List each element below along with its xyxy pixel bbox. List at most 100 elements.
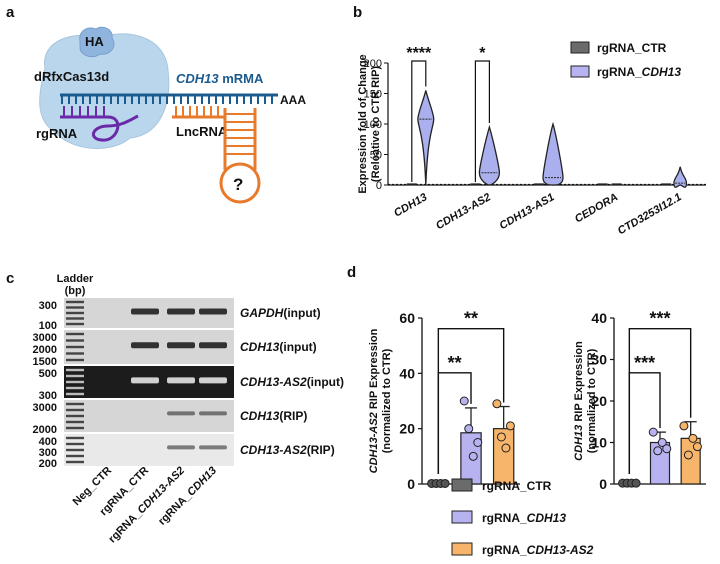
y-tick-label: 50	[370, 150, 382, 162]
gel-lane-label: rgRNA_CDH13	[156, 465, 219, 528]
sample-band	[199, 342, 227, 349]
data-point	[492, 399, 502, 409]
y-tick-label: 10	[591, 435, 607, 451]
gel-row-label: CDH13(RIP)	[240, 409, 307, 423]
data-point	[631, 478, 641, 488]
data-point	[692, 442, 702, 452]
gel-row-label: CDH13(input)	[240, 340, 317, 354]
significance-bracket	[628, 327, 692, 475]
data-point	[496, 432, 506, 442]
gel-strip	[64, 400, 234, 432]
ladder-band	[66, 436, 84, 440]
lncrna-label: LncRNA	[176, 124, 228, 139]
ladder-band	[66, 426, 84, 430]
sample-band	[167, 377, 195, 384]
ladder-band	[66, 358, 84, 362]
sample-band	[167, 445, 195, 450]
x-tick-label: CEDORA	[573, 191, 620, 225]
sample-band	[167, 308, 195, 315]
ladder-band	[66, 345, 84, 349]
lncrna-ticks	[175, 106, 219, 117]
sample-band	[131, 377, 159, 384]
ladder-band	[66, 352, 84, 355]
legend-label: rgRNA_CDH13	[597, 65, 681, 79]
y-tick-label: 0	[376, 180, 382, 192]
significance-label: ***	[649, 309, 670, 329]
ladder-band	[66, 311, 84, 315]
panel-label-b: b	[353, 4, 362, 21]
sample-band	[131, 342, 159, 349]
data-point	[657, 438, 667, 447]
sample-band	[199, 377, 227, 384]
ladder-band	[66, 332, 84, 336]
sample-band	[199, 411, 227, 416]
gel-strip	[64, 434, 234, 466]
sample-band	[131, 308, 159, 315]
legend-swatch	[570, 65, 590, 78]
ladder-size-label: 300	[39, 390, 57, 402]
significance-bracket	[474, 60, 490, 182]
ladder-size-label: 300	[39, 300, 57, 312]
ladder-band	[66, 414, 84, 418]
data-point	[473, 438, 483, 447]
violin-cdh13	[417, 90, 435, 186]
schematic: HA dRfxCas13d CDH13 mRMA AAA rgRNA LncRN…	[34, 26, 306, 204]
ladder-size-label: 500	[39, 368, 57, 380]
legend-swatch	[451, 510, 473, 524]
legend-label: rgRNA_CTR	[597, 41, 667, 55]
significance-label: **	[464, 309, 478, 329]
ladder-band	[66, 300, 84, 304]
legend-d: rgRNA_CTR rgRNA_CDH13 rgRNA_CDH13-AS2	[451, 478, 594, 557]
y-tick-label: 20	[399, 421, 415, 437]
ladder-size-label: 3000	[33, 332, 57, 344]
gel-row-label: CDH13-AS2(input)	[240, 375, 344, 389]
legend-label: rgRNA_CDH13	[482, 511, 566, 525]
y-tick-label: 0	[407, 476, 415, 492]
sample-band	[167, 342, 195, 349]
data-point	[505, 421, 515, 431]
poly-a-label: AAA	[280, 93, 306, 107]
rgrna-ticks	[63, 106, 105, 117]
mrna-label: CDH13 mRMA	[176, 71, 264, 86]
ladder-size-label: 3000	[33, 402, 57, 414]
hairpin-loop	[219, 162, 261, 204]
data-point	[688, 433, 698, 443]
x-tick-label: CTD3253I12.1	[616, 191, 684, 237]
y-tick-label: 200	[364, 58, 382, 70]
panel-label-a: a	[6, 4, 15, 21]
ha-label: HA	[85, 34, 104, 49]
y-tick-label: 40	[591, 310, 607, 326]
ladder-size-label: 300	[39, 447, 57, 459]
data-point	[468, 451, 478, 461]
ladder-band	[66, 454, 84, 458]
significance-label: ***	[634, 353, 655, 373]
ladder-size-label: 1500	[33, 356, 57, 368]
significance-label: *	[479, 45, 486, 62]
y-tick-label: 30	[591, 352, 607, 368]
ladder-band	[66, 374, 84, 378]
data-point	[440, 478, 450, 488]
x-tick-label: CDH13-AS1	[498, 191, 557, 232]
data-point	[501, 443, 511, 453]
ladder-title: Ladder	[57, 273, 94, 285]
data-point	[683, 450, 693, 460]
sample-band	[199, 308, 227, 315]
data-point	[653, 446, 663, 456]
ladder-size-label: 400	[39, 436, 57, 448]
ladder-size-label: 2000	[33, 424, 57, 436]
significance-bracket	[437, 327, 505, 475]
ladder-band	[66, 339, 84, 342]
data-point	[679, 421, 689, 431]
y-tick-label: 20	[591, 393, 607, 409]
sample-band	[199, 445, 227, 450]
ladder-band	[66, 380, 84, 384]
x-tick-label: CDH13	[392, 191, 429, 219]
legend-label: rgRNA_CDH13-AS2	[482, 543, 594, 557]
ladder-band	[66, 448, 84, 452]
ladder-band	[66, 402, 84, 406]
ladder-band	[66, 392, 84, 396]
legend-swatch	[570, 41, 590, 54]
bar-chart-cdh13: 0 10 20 30 40 CDH13 RIP Expression(normalized…	[573, 309, 706, 492]
